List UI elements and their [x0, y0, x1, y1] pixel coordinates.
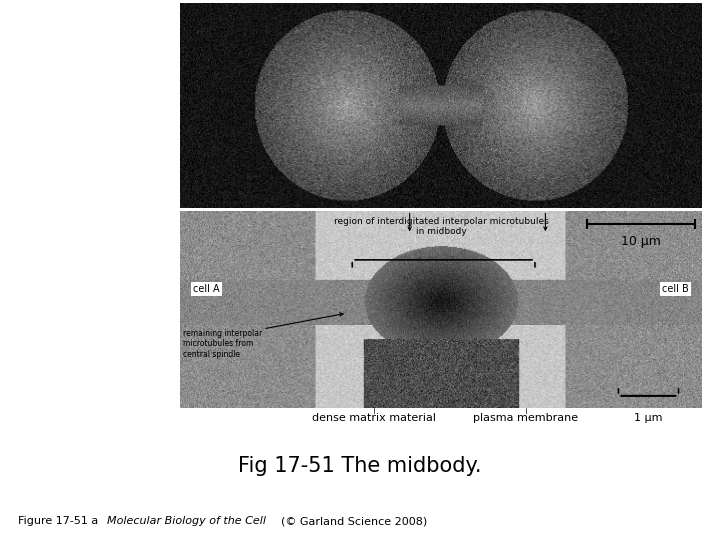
- Text: (© Garland Science 2008): (© Garland Science 2008): [281, 516, 427, 526]
- Text: dense matrix material: dense matrix material: [312, 413, 436, 423]
- Text: 10 μm: 10 μm: [621, 235, 661, 248]
- Text: remaining interpolar
microtubules from
central spindle: remaining interpolar microtubules from c…: [183, 329, 262, 359]
- Text: Fig 17-51 The midbody.: Fig 17-51 The midbody.: [238, 456, 482, 476]
- Text: 1 μm: 1 μm: [634, 413, 662, 423]
- Text: cell B: cell B: [662, 285, 689, 294]
- Text: plasma membrane: plasma membrane: [473, 413, 578, 423]
- Text: cell A: cell A: [193, 285, 220, 294]
- Text: Molecular Biology of the Cell: Molecular Biology of the Cell: [107, 516, 266, 526]
- Text: region of interdigitated interpolar microtubules
in midbody: region of interdigitated interpolar micr…: [333, 217, 549, 236]
- Text: Figure 17-51 a: Figure 17-51 a: [18, 516, 105, 526]
